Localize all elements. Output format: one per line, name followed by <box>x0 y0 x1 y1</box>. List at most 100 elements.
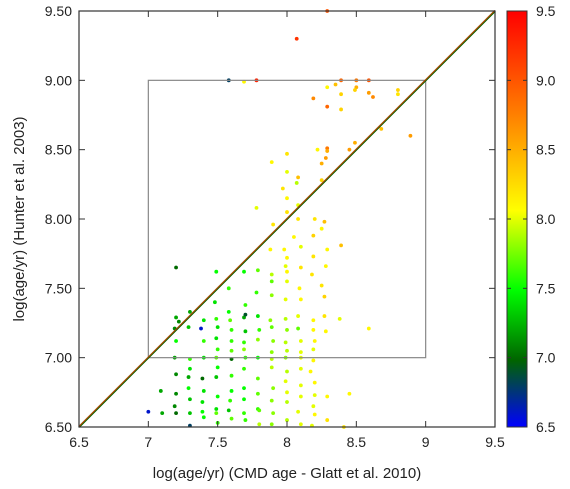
scatter-point <box>311 358 316 363</box>
x-tick-label: 7 <box>144 434 152 450</box>
scatter-point <box>186 325 191 330</box>
scatter-point <box>214 269 219 274</box>
scatter-point <box>325 146 330 151</box>
scatter-point <box>323 329 328 334</box>
scatter-point <box>226 408 231 413</box>
scatter-point <box>319 178 324 183</box>
scatter-point <box>311 96 316 101</box>
scatter-point <box>319 226 324 231</box>
colorbar-tick-label: 9.0 <box>536 72 556 88</box>
scatter-point <box>283 340 288 345</box>
scatter-point <box>325 418 330 422</box>
scatter-point <box>229 339 234 343</box>
scatter-point <box>312 380 317 385</box>
scatter-point <box>268 247 273 252</box>
scatter-point <box>353 140 357 145</box>
points-layer <box>146 9 413 429</box>
scatter-point <box>269 160 274 165</box>
y-axis-label: log(age/yr) (Hunter et al. 2003) <box>11 116 28 321</box>
scatter-point <box>285 418 289 422</box>
scatter-point <box>269 325 274 330</box>
scatter-point <box>176 319 181 324</box>
scatter-point <box>271 386 276 391</box>
scatter-point <box>285 269 289 274</box>
x-tick-label: 7.5 <box>208 434 228 450</box>
scatter-point <box>229 348 234 353</box>
scatter-point <box>283 316 288 321</box>
scatter-point <box>292 235 296 239</box>
scatter-point <box>285 151 289 156</box>
scatter-point <box>188 411 192 416</box>
scatter-point <box>201 415 206 420</box>
scatter-point <box>298 366 303 371</box>
scatter-point <box>308 369 313 374</box>
scatter-point <box>226 310 231 314</box>
scatter-point <box>371 95 375 99</box>
scatter-point <box>298 244 303 249</box>
scatter-point <box>146 409 151 414</box>
y-tick-label: 7.00 <box>45 350 72 366</box>
y-axis: 6.50 7.00 7.50 8.00 8.50 9.00 9.50 <box>45 3 495 435</box>
scatter-point <box>298 383 303 388</box>
scatter-point <box>319 283 324 288</box>
scatter-point <box>322 219 327 224</box>
scatter-point <box>226 286 231 291</box>
scatter-point <box>298 297 303 302</box>
scatter-point <box>188 397 192 402</box>
scatter-point <box>282 247 287 252</box>
y-tick-label: 9.00 <box>45 72 72 88</box>
scatter-point <box>271 411 276 416</box>
scatter-point <box>188 310 192 314</box>
colorbar-tick-label: 8.5 <box>536 142 556 158</box>
scatter-point <box>325 394 330 399</box>
scatter-point <box>214 411 219 416</box>
x-axis-label: log(age/yr) (CMD age - Glatt et al. 2010… <box>153 465 421 482</box>
scatter-point <box>285 255 289 260</box>
scatter-point <box>268 318 273 323</box>
scatter-point <box>228 318 233 323</box>
scatter-point <box>215 365 220 370</box>
scatter-point <box>325 85 330 90</box>
scatter-point <box>311 404 316 409</box>
scatter-point <box>269 279 274 284</box>
scatter-point <box>312 393 317 398</box>
scatter-point <box>325 247 330 252</box>
scatter-point <box>229 373 234 378</box>
x-tick-label: 9.5 <box>485 434 505 450</box>
scatter-point <box>347 147 352 152</box>
scatter-point <box>311 347 316 352</box>
scatter-point <box>285 328 289 332</box>
scatter-point <box>158 389 163 393</box>
y-tick-label: 7.50 <box>45 280 72 296</box>
scatter-point <box>333 82 338 87</box>
scatter-point <box>283 297 288 302</box>
x-tick-label: 9 <box>422 434 430 450</box>
scatter-point <box>199 326 203 331</box>
scatter-point <box>243 418 248 422</box>
scatter-point <box>312 339 317 343</box>
scatter-point <box>311 233 316 238</box>
scatter-point <box>312 412 317 417</box>
scatter-point <box>242 397 246 402</box>
scatter-point <box>200 400 205 404</box>
scatter-point <box>172 404 177 409</box>
scatter-point <box>310 272 314 277</box>
scatter-point <box>285 400 289 404</box>
scatter-point <box>243 312 248 317</box>
y-tick-label: 8.50 <box>45 142 72 158</box>
scatter-point <box>269 272 274 277</box>
scatter-point <box>339 243 343 248</box>
scatter-point <box>229 389 234 393</box>
scatter-point <box>229 328 234 332</box>
scatter-point <box>215 394 220 399</box>
reference-box <box>147 79 427 359</box>
scatter-point <box>257 422 262 427</box>
scatter-point <box>323 264 328 269</box>
scatter-point <box>283 264 288 269</box>
scatter-point <box>269 350 274 355</box>
scatter-point <box>311 318 316 323</box>
scatter-point <box>269 293 274 298</box>
scatter-point <box>215 347 220 352</box>
scatter-point <box>254 290 259 295</box>
scatter-point <box>311 254 316 259</box>
